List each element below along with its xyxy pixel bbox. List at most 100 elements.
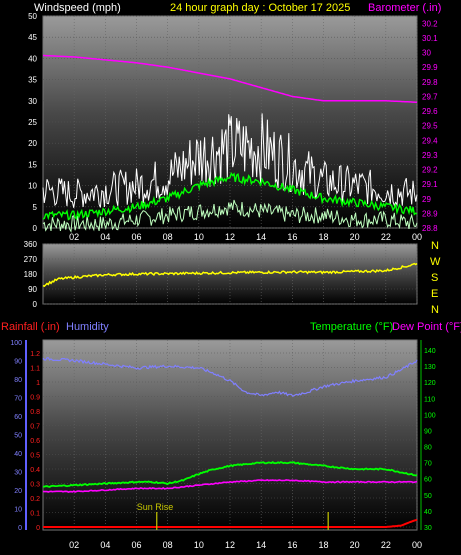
dir-y-tick: 270 — [24, 255, 38, 264]
baro-y-tick: 29.9 — [422, 63, 438, 72]
wind-y-tick: 5 — [33, 203, 38, 212]
wind-axis-label: Windspeed (mph) — [34, 2, 121, 14]
baro-y-tick: 29.2 — [422, 166, 438, 175]
rain-y-tick: 0.3 — [30, 482, 40, 489]
rain-y-tick: 1 — [36, 380, 40, 387]
humidity-y-tick: 40 — [14, 451, 22, 458]
wind-x-tick: 20 — [350, 232, 360, 242]
dewpoint-line — [42, 479, 418, 493]
wind-y-tick: 50 — [28, 12, 37, 21]
wind-average-line — [42, 171, 418, 221]
baro-y-tick: 29.7 — [422, 92, 438, 101]
temperature-label: Temperature (°F) — [310, 321, 393, 333]
dir-y-tick: 0 — [33, 300, 38, 309]
temperature-y-tick: 30 — [424, 525, 432, 532]
rain-y-tick: 0.1 — [30, 511, 40, 518]
baro-y-tick: 29 — [422, 195, 431, 204]
climate-x-tick: 10 — [194, 540, 204, 550]
temperature-y-tick: 60 — [424, 477, 432, 484]
rain-y-tick: 1.1 — [30, 366, 40, 373]
compass-s: S — [431, 272, 438, 284]
wind-y-tick: 45 — [28, 33, 37, 42]
baro-y-tick: 28.8 — [422, 224, 438, 233]
humidity-y-tick: 70 — [14, 396, 22, 403]
wind-y-tick: 15 — [28, 160, 37, 169]
humidity-y-tick: 0 — [18, 525, 22, 532]
temperature-line — [42, 460, 418, 488]
baro-y-tick: 29.1 — [422, 180, 438, 189]
wind-x-tick: 10 — [194, 232, 204, 242]
temperature-y-tick: 50 — [424, 493, 432, 500]
wind-x-tick: 14 — [256, 232, 266, 242]
baro-y-tick: 30.1 — [422, 34, 438, 43]
wind-y-tick: 10 — [28, 182, 37, 191]
temperature-y-tick: 140 — [424, 348, 436, 355]
baro-y-tick: 29.8 — [422, 78, 438, 87]
baro-y-tick: 30.2 — [422, 19, 438, 28]
rainfall-label: Rainfall (.in) — [1, 321, 60, 333]
rain-y-tick: 0.7 — [30, 424, 40, 431]
wind-y-tick: 20 — [28, 139, 37, 148]
rain-y-tick: 1.2 — [30, 351, 40, 358]
compass-w: W — [430, 256, 441, 268]
climate-plot-area — [42, 339, 418, 531]
wind-y-tick: 35 — [28, 76, 37, 85]
wind-x-tick: 00 — [412, 232, 422, 242]
dewpoint-label: Dew Point (°F) — [392, 321, 461, 333]
dir-y-tick: 90 — [28, 285, 37, 294]
wind-x-tick: 18 — [318, 232, 328, 242]
climate-x-tick: 02 — [69, 540, 79, 550]
climate-x-tick: 12 — [225, 540, 235, 550]
humidity-y-tick: 30 — [14, 470, 22, 477]
temperature-y-tick: 100 — [424, 412, 436, 419]
rain-y-tick: 0.5 — [30, 453, 40, 460]
compass-n-bottom: N — [431, 304, 439, 316]
rain-y-tick: 0 — [36, 525, 40, 532]
humidity-y-tick: 80 — [14, 377, 22, 384]
baro-y-tick: 28.9 — [422, 209, 438, 218]
compass-e: E — [431, 288, 438, 300]
wind-y-tick: 30 — [28, 97, 37, 106]
baro-axis-label: Barometer (.in) — [368, 2, 441, 14]
temperature-y-tick: 120 — [424, 380, 436, 387]
humidity-y-tick: 60 — [14, 414, 22, 421]
temperature-y-tick: 70 — [424, 461, 432, 468]
wind-x-tick: 22 — [381, 232, 391, 242]
climate-x-tick: 08 — [163, 540, 173, 550]
chart-title: 24 hour graph day : October 17 2025 — [170, 2, 350, 14]
temperature-y-tick: 110 — [424, 396, 435, 403]
baro-y-tick: 29.6 — [422, 107, 438, 116]
climate-x-tick: 22 — [381, 540, 391, 550]
wind-y-tick: 0 — [33, 224, 38, 233]
baro-y-tick: 29.4 — [422, 136, 438, 145]
humidity-y-tick: 10 — [14, 507, 22, 514]
wind-y-tick: 40 — [28, 54, 37, 63]
rain-y-tick: 0.8 — [30, 409, 40, 416]
climate-x-tick: 18 — [318, 540, 328, 550]
barometer-line — [43, 54, 418, 104]
temperature-y-tick: 80 — [424, 445, 432, 452]
rain-y-tick: 0.9 — [30, 395, 40, 402]
humidity-label: Humidity — [66, 321, 109, 333]
dir-y-tick: 360 — [24, 240, 38, 249]
rain-y-tick: 0.4 — [30, 467, 40, 474]
humidity-y-tick: 100 — [10, 340, 22, 347]
climate-x-tick: 14 — [256, 540, 266, 550]
dir-y-tick: 180 — [24, 270, 38, 279]
rainfall-line — [43, 518, 418, 528]
wind-x-tick: 16 — [287, 232, 297, 242]
wind-x-tick: 06 — [131, 232, 141, 242]
climate-x-tick: 00 — [412, 540, 422, 550]
wind-gust-line — [42, 113, 418, 208]
wind-light-line — [42, 199, 418, 233]
humidity-y-tick: 50 — [14, 433, 22, 440]
wind-x-tick: 12 — [225, 232, 235, 242]
sunrise-label: Sun Rise — [137, 502, 174, 512]
humidity-line — [42, 357, 418, 397]
wind-y-tick: 25 — [28, 118, 37, 127]
rain-y-tick: 0.2 — [30, 496, 40, 503]
climate-x-tick: 16 — [287, 540, 297, 550]
baro-y-tick: 30 — [422, 49, 431, 58]
compass-n-top: N — [431, 240, 439, 252]
